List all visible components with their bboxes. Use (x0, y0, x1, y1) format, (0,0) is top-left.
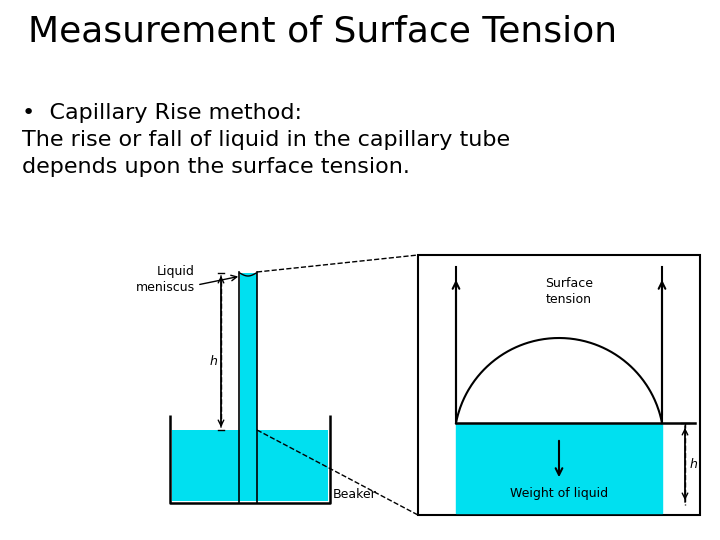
Text: •  Capillary Rise method:: • Capillary Rise method: (22, 103, 302, 123)
Text: Liquid
meniscus: Liquid meniscus (136, 265, 195, 294)
Bar (418, 255, 700, 515)
Text: h: h (690, 457, 698, 470)
Bar (240, 273, 256, 430)
FancyBboxPatch shape (172, 430, 328, 501)
Text: The rise or fall of liquid in the capillary tube
depends upon the surface tensio: The rise or fall of liquid in the capill… (22, 130, 510, 177)
Text: Measurement of Surface Tension: Measurement of Surface Tension (28, 15, 617, 49)
Bar (456, 423, 662, 513)
Text: h: h (209, 355, 217, 368)
Text: Surface
tension: Surface tension (545, 277, 593, 306)
Text: Beaker: Beaker (333, 488, 377, 501)
Text: Weight of liquid: Weight of liquid (510, 487, 608, 500)
